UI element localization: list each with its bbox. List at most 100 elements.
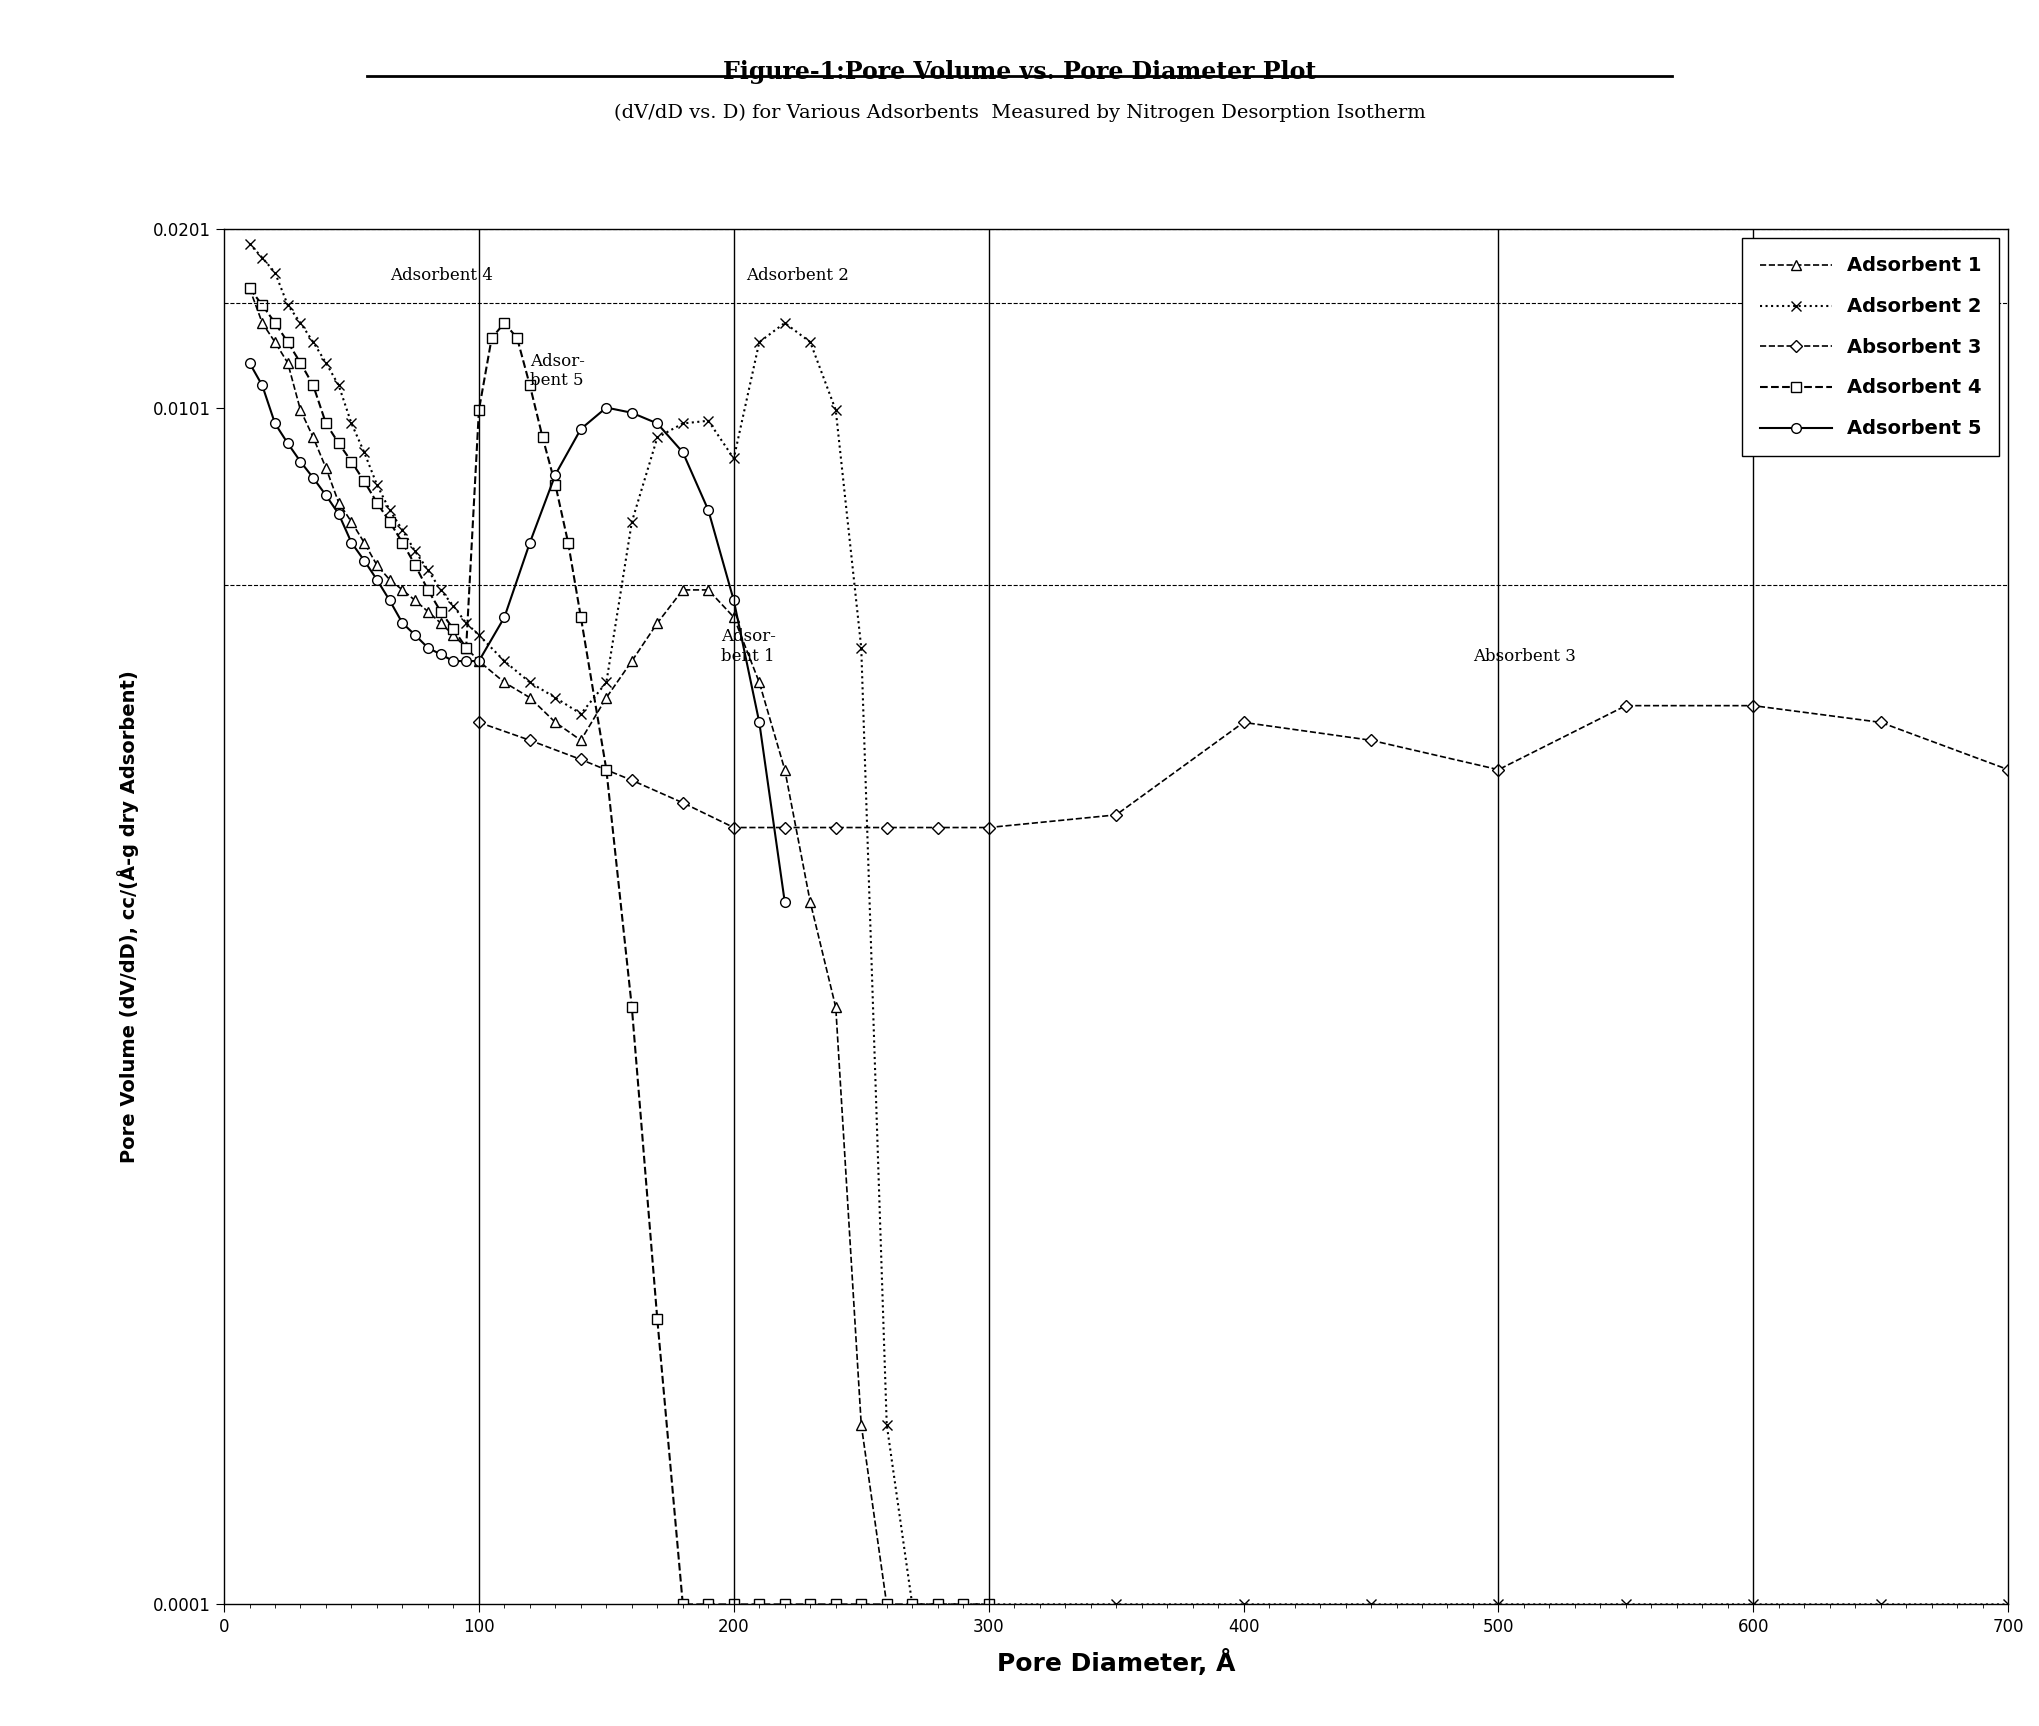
Adsorbent 1 [593,687,618,708]
Adsorbent 2 [455,613,479,633]
Adsorbent 4 [875,1595,899,1616]
Adsorbent 5 [314,485,338,506]
Adsorbent 2 [848,637,873,658]
Adsorbent 5 [695,501,720,521]
Adsorbent 4 [263,312,287,333]
Absorbent 3 [1486,759,1511,780]
Adsorbent 5 [263,413,287,433]
Adsorbent 4 [455,637,479,658]
Absorbent 3 [1613,696,1637,716]
Adsorbent 4 [428,601,453,621]
Adsorbent 2 [824,400,848,421]
Text: Adsor-
bent 5: Adsor- bent 5 [530,352,585,390]
Adsorbent 2 [1232,1595,1256,1616]
Absorbent 3 [926,816,950,837]
Adsorbent 2 [1741,1595,1766,1616]
Adsorbent 4 [353,471,377,492]
Adsorbent 5 [491,608,516,628]
Adsorbent 5 [455,651,479,671]
Adsorbent 1 [416,601,440,621]
Adsorbent 2 [1868,1595,1892,1616]
Adsorbent 2 [377,501,402,521]
Adsorbent 4 [389,532,414,552]
Adsorbent 1 [467,651,491,671]
Adsorbent 1 [455,637,479,658]
Adsorbent 1 [644,613,669,633]
Adsorbent 4 [237,278,261,299]
Adsorbent 2 [1358,1595,1382,1616]
Adsorbent 4 [848,1595,873,1616]
Adsorbent 1 [314,457,338,478]
Adsorbent 2 [926,1595,950,1616]
Adsorbent 4 [518,375,542,395]
Adsorbent 4 [722,1595,746,1616]
Adsorbent 2 [542,687,567,708]
Adsorbent 2 [518,671,542,692]
Absorbent 3 [1103,804,1128,825]
Adsorbent 4 [824,1595,848,1616]
Adsorbent 2 [1613,1595,1637,1616]
Adsorbent 1 [287,400,312,421]
Adsorbent 1 [695,580,720,601]
Adsorbent 1 [518,687,542,708]
Adsorbent 5 [428,644,453,665]
Adsorbent 5 [287,450,312,471]
Adsorbent 4 [275,331,300,352]
Adsorbent 1 [377,570,402,590]
Adsorbent 1 [620,651,644,671]
Adsorbent 4 [326,433,351,454]
Adsorbent 1 [848,1414,873,1434]
Adsorbent 1 [824,998,848,1018]
Adsorbent 4 [416,580,440,601]
Adsorbent 5 [275,433,300,454]
Adsorbent 5 [237,352,261,373]
Adsorbent 4 [569,608,593,628]
Line: Adsorbent 4: Adsorbent 4 [245,283,993,1609]
Adsorbent 2 [353,442,377,463]
Adsorbent 4 [377,511,402,532]
Adsorbent 4 [287,352,312,373]
Adsorbent 5 [377,590,402,611]
Adsorbent 1 [263,331,287,352]
Adsorbent 4 [467,400,491,421]
Line: Absorbent 3: Absorbent 3 [475,701,2012,832]
Adsorbent 5 [722,590,746,611]
Adsorbent 4 [251,295,275,316]
Adsorbent 2 [950,1595,975,1616]
Adsorbent 2 [593,671,618,692]
Adsorbent 2 [1103,1595,1128,1616]
Absorbent 3 [875,816,899,837]
Adsorbent 5 [644,413,669,433]
Adsorbent 1 [722,608,746,628]
Adsorbent 4 [593,759,618,780]
Absorbent 3 [569,749,593,770]
Adsorbent 2 [746,331,771,352]
Adsorbent 4 [302,375,326,395]
Adsorbent 2 [773,312,797,333]
Adsorbent 1 [428,613,453,633]
Adsorbent 2 [440,595,465,616]
Adsorbent 5 [671,442,695,463]
Text: Adsorbent 2: Adsorbent 2 [746,268,850,285]
Adsorbent 5 [389,613,414,633]
Adsorbent 1 [542,713,567,734]
Adsorbent 4 [506,328,530,349]
Line: Adsorbent 1: Adsorbent 1 [245,283,891,1609]
Adsorbent 1 [326,492,351,513]
Adsorbent 1 [353,532,377,552]
Adsorbent 2 [875,1414,899,1434]
Adsorbent 4 [557,532,581,552]
Absorbent 3 [824,816,848,837]
Adsorbent 5 [416,637,440,658]
Adsorbent 5 [773,892,797,913]
Adsorbent 1 [440,625,465,646]
Adsorbent 4 [671,1595,695,1616]
Adsorbent 2 [416,559,440,580]
Adsorbent 2 [671,413,695,433]
Adsorbent 2 [326,375,351,395]
Absorbent 3 [1232,713,1256,734]
Adsorbent 1 [404,590,428,611]
Adsorbent 5 [338,532,363,552]
Absorbent 3 [671,792,695,813]
Adsorbent 2 [695,411,720,432]
